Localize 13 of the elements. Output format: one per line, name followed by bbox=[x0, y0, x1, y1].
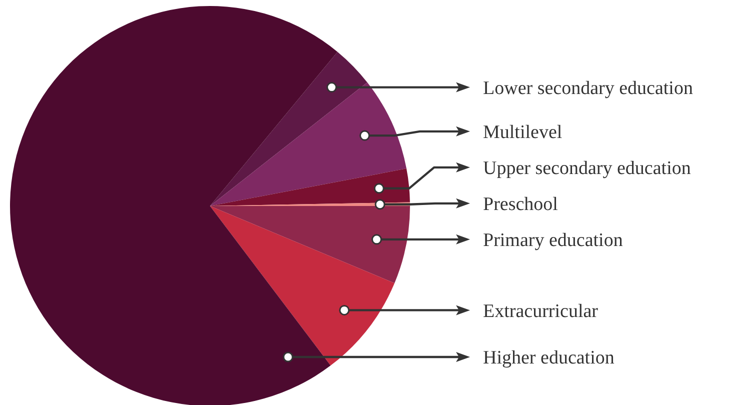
pie-slice bbox=[210, 168, 410, 206]
slice-label: Upper secondary education bbox=[483, 158, 692, 180]
pie-slice bbox=[210, 206, 410, 284]
slice-label: Higher education bbox=[483, 348, 615, 369]
pie-slice bbox=[10, 6, 338, 405]
slice-label: Extracurricular bbox=[483, 300, 599, 322]
pie-slice bbox=[210, 82, 406, 206]
slice-label: Lower secondary education bbox=[483, 78, 694, 99]
pie-slice bbox=[210, 206, 395, 366]
pie-slice bbox=[210, 52, 368, 206]
slice-label: Primary education bbox=[483, 230, 624, 252]
slice-label: Preschool bbox=[483, 194, 558, 216]
slice-label: Multilevel bbox=[483, 122, 562, 144]
